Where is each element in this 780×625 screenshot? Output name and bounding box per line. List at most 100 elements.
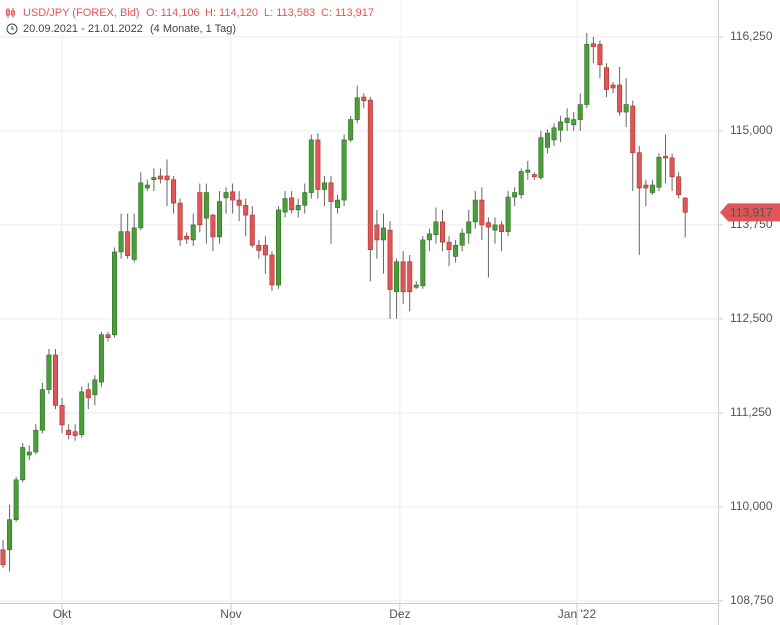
candle-body [636, 152, 642, 189]
candle-body [472, 199, 478, 223]
candle-body [374, 224, 380, 241]
ohlc-close: C: 113,917 [321, 7, 374, 19]
candle-body [459, 232, 465, 246]
candle-icon [6, 8, 15, 18]
candle-body [466, 221, 472, 234]
candle-body [112, 251, 118, 335]
candle-body [13, 479, 19, 521]
candle-body [617, 84, 623, 113]
candle-body [289, 197, 295, 211]
candle-body [354, 97, 360, 120]
candle-body [623, 104, 629, 113]
candle-body [367, 99, 373, 250]
candle-body [243, 205, 249, 216]
candle-body [394, 261, 400, 293]
candle-body [282, 198, 288, 213]
candle-body [26, 451, 32, 456]
candle-body [7, 519, 13, 551]
candle-body [558, 121, 564, 131]
candle-body [512, 192, 518, 198]
candle-body [66, 429, 72, 436]
price-tag-label: 113,917 [730, 205, 773, 219]
candle-body [138, 182, 144, 229]
header-bg [0, 2, 400, 36]
candle-body [610, 84, 616, 89]
candle-body [603, 67, 609, 90]
candle-body [433, 221, 439, 235]
candle-body [426, 233, 432, 241]
candle-body [597, 44, 603, 65]
candle-body [518, 171, 524, 196]
candle-body [190, 224, 196, 241]
candle-body [308, 139, 314, 193]
candle-body [236, 199, 242, 206]
candle-body [39, 389, 45, 431]
candle-body [157, 175, 163, 180]
x-tick-label: Okt [53, 607, 72, 621]
candle-body [446, 241, 452, 250]
candle-body [177, 202, 183, 241]
candle-body [676, 176, 682, 196]
candle-body [164, 175, 170, 181]
candle-body [72, 431, 78, 436]
candle-body [203, 192, 209, 219]
candle-body [328, 182, 334, 202]
candle-body [525, 169, 531, 173]
y-tick-label: 116,250 [730, 29, 773, 43]
clock-icon [6, 23, 18, 35]
candle-body [577, 104, 583, 120]
ohlc-low: L: 113,583 [264, 7, 315, 19]
candle-body [105, 334, 111, 338]
x-tick-label: Jan '22 [558, 607, 597, 621]
candle-body [413, 284, 419, 288]
y-tick-label: 108,750 [730, 593, 774, 607]
candle-body [302, 192, 308, 206]
candle-body [33, 429, 39, 453]
candle-body [98, 334, 104, 383]
x-tick-label: Nov [220, 607, 241, 621]
candle-body [440, 221, 446, 243]
candle-body [262, 244, 268, 256]
y-tick-label: 111,250 [730, 405, 772, 419]
candle-body [551, 127, 557, 141]
candle-body [256, 244, 262, 251]
candle-body [407, 261, 413, 293]
candle-body [335, 199, 341, 208]
candle-body [682, 197, 688, 213]
candle-body [380, 227, 386, 241]
instrument: USD/JPY (FOREX, Bid) [23, 7, 140, 19]
candle-body [669, 157, 675, 178]
candle-body [230, 191, 236, 201]
y-tick-label: 115,000 [730, 123, 773, 137]
candle-body [453, 244, 459, 257]
candle-body [118, 231, 124, 253]
candle-body [269, 254, 275, 286]
candle-body [131, 227, 137, 260]
candle-body [538, 137, 544, 178]
candle-body [361, 96, 367, 102]
candle-body [144, 184, 150, 189]
candle-body [505, 196, 511, 232]
candle-body [210, 214, 216, 238]
candle-body [584, 44, 590, 105]
candle-body [171, 179, 177, 204]
candle-body [663, 156, 669, 159]
candle-body [499, 224, 505, 232]
candle-body [564, 117, 570, 123]
y-tick-label: 112,500 [730, 311, 773, 325]
candle-body [479, 199, 485, 226]
candle-body [0, 549, 6, 566]
ohlc-open: O: 114,106 [146, 7, 200, 19]
x-tick-label: Dez [389, 607, 410, 621]
candle-body [544, 132, 550, 148]
candle-body [420, 239, 426, 287]
candle-body [531, 174, 537, 178]
candle-body [216, 201, 222, 238]
ohlc-high: H: 114,120 [205, 7, 258, 19]
candle-body [295, 205, 301, 211]
candle-body [590, 43, 596, 47]
candle-body [249, 214, 255, 246]
date-range: 20.09.2021 - 21.01.2022 [23, 23, 143, 35]
candle-body [341, 139, 347, 201]
candle-body [52, 354, 58, 406]
